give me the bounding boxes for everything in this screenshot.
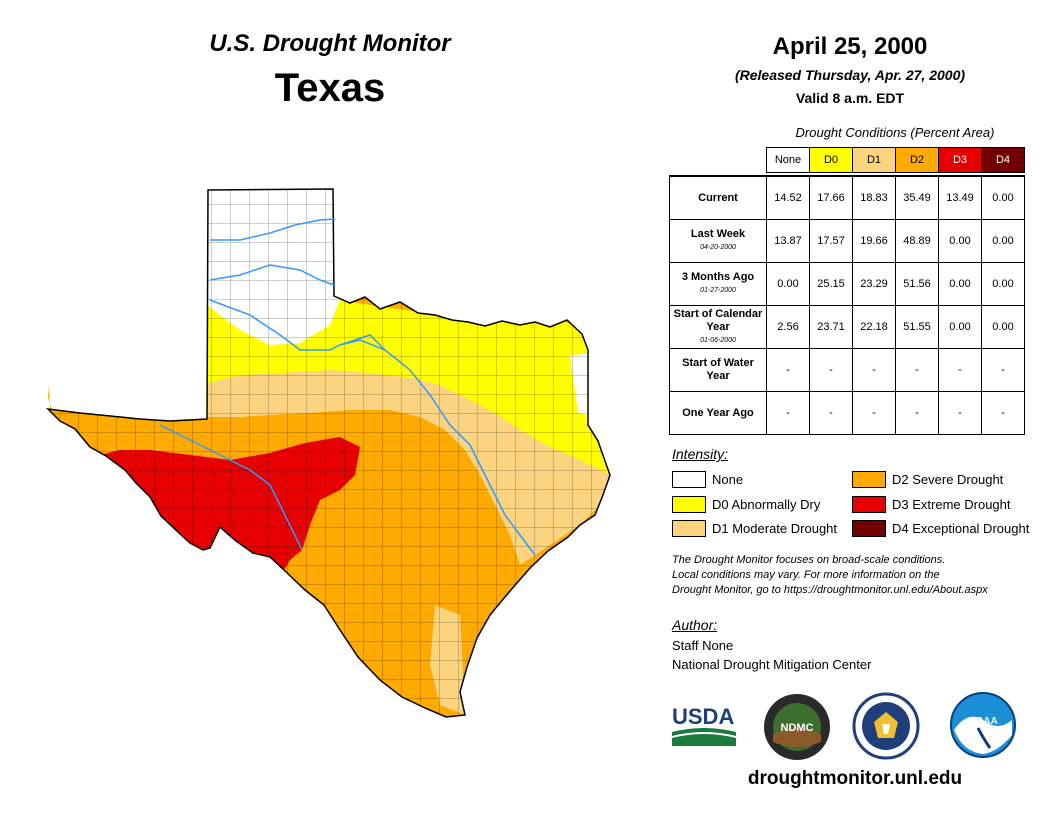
table-caption: Drought Conditions (Percent Area) bbox=[795, 125, 995, 140]
svg-text:NOAA: NOAA bbox=[968, 716, 997, 727]
row-label: Current bbox=[669, 175, 767, 220]
legend-label: D1 Moderate Drought bbox=[712, 520, 838, 536]
texas-drought-map bbox=[45, 188, 611, 718]
legend-label: None bbox=[712, 471, 744, 487]
legend-item-d1: D1 Moderate Drought bbox=[672, 519, 837, 537]
cell: 0.00 bbox=[938, 219, 982, 263]
noaa-logo-icon: NOAA bbox=[950, 692, 1016, 758]
note-line: Drought Monitor, go to https://droughtmo… bbox=[672, 584, 988, 596]
table-row: Start of Calendar Year 01-06-2000 2.56 23… bbox=[669, 305, 1025, 349]
valid-time: Valid 8 a.m. EDT bbox=[795, 90, 905, 106]
cell: 23.29 bbox=[852, 262, 896, 306]
cell: 2.56 bbox=[766, 305, 810, 349]
map-date: April 25, 2000 bbox=[772, 33, 928, 60]
cell: - bbox=[981, 348, 1025, 392]
note-line: Local conditions may vary. For more info… bbox=[672, 569, 940, 581]
disclaimer-note: The Drought Monitor focuses on broad-sca… bbox=[672, 553, 1042, 598]
col-header-d1: D1 bbox=[852, 147, 896, 173]
note-line: The Drought Monitor focuses on broad-sca… bbox=[672, 554, 946, 566]
author-title: Author: bbox=[672, 617, 718, 633]
cell: 0.00 bbox=[766, 262, 810, 306]
row-label: Last Week 04-20-2000 bbox=[669, 219, 767, 263]
cell: - bbox=[938, 391, 982, 435]
cell: 22.18 bbox=[852, 305, 896, 349]
legend-title: Intensity: bbox=[672, 446, 729, 462]
legend-item-none: None bbox=[672, 470, 743, 488]
legend-swatch bbox=[852, 495, 886, 513]
author-org: National Drought Mitigation Center bbox=[672, 657, 872, 672]
cell: 35.49 bbox=[895, 175, 939, 220]
table-row: 3 Months Ago 01-27-2000 0.00 25.15 23.29 … bbox=[669, 262, 1025, 306]
cell: 0.00 bbox=[938, 305, 982, 349]
legend-label: D0 Abnormally Dry bbox=[712, 496, 821, 512]
legend-label: D2 Severe Drought bbox=[892, 471, 1004, 487]
cell: - bbox=[895, 391, 939, 435]
cell: 51.56 bbox=[895, 262, 939, 306]
cell: 0.00 bbox=[981, 219, 1025, 263]
svg-text:NDMC: NDMC bbox=[781, 722, 814, 734]
table-corner bbox=[670, 148, 767, 173]
release-date: (Released Thursday, Apr. 27, 2000) bbox=[734, 67, 966, 83]
col-header-d4: D4 bbox=[981, 147, 1025, 173]
legend-item-d3: D3 Extreme Drought bbox=[852, 495, 1011, 513]
legend-swatch bbox=[852, 519, 886, 537]
site-url-link[interactable]: droughtmonitor.unl.edu bbox=[747, 768, 963, 789]
ndmc-logo-icon: NDMC bbox=[764, 694, 830, 760]
cell: - bbox=[981, 391, 1025, 435]
legend-swatch bbox=[672, 519, 706, 537]
legend-label: D4 Exceptional Drought bbox=[892, 520, 1030, 536]
cell: 13.87 bbox=[766, 219, 810, 263]
legend-label: D3 Extreme Drought bbox=[892, 496, 1011, 512]
cell: 14.52 bbox=[766, 175, 810, 220]
row-label: 3 Months Ago 01-27-2000 bbox=[669, 262, 767, 306]
legend-swatch bbox=[852, 470, 886, 488]
table-row: One Year Ago - - - - - - bbox=[669, 391, 1025, 435]
col-header-none: None bbox=[766, 147, 810, 173]
cell: - bbox=[852, 391, 896, 435]
legend-item-d4: D4 Exceptional Drought bbox=[852, 519, 1029, 537]
table-row: Current 14.52 17.66 18.83 35.49 13.49 0.… bbox=[669, 175, 1025, 220]
cell: 25.15 bbox=[809, 262, 853, 306]
cell: - bbox=[852, 348, 896, 392]
cell: - bbox=[895, 348, 939, 392]
commerce-seal-icon bbox=[852, 692, 920, 760]
state-title: Texas bbox=[274, 66, 386, 110]
cell: 48.89 bbox=[895, 219, 939, 263]
cell: 0.00 bbox=[981, 305, 1025, 349]
cell: 19.66 bbox=[852, 219, 896, 263]
author-name: Staff None bbox=[672, 638, 734, 653]
table-row: Start of Water Year - - - - - - bbox=[669, 348, 1025, 392]
table-row: Last Week 04-20-2000 13.87 17.57 19.66 48… bbox=[669, 219, 1025, 263]
map-program-title: U.S. Drought Monitor bbox=[209, 30, 451, 57]
legend-swatch bbox=[672, 495, 706, 513]
usda-logo-icon: USDA bbox=[672, 704, 736, 746]
legend-item-d2: D2 Severe Drought bbox=[852, 470, 1003, 488]
cell: 18.83 bbox=[852, 175, 896, 220]
cell: - bbox=[809, 348, 853, 392]
cell: - bbox=[938, 348, 982, 392]
col-header-d3: D3 bbox=[938, 147, 982, 173]
col-header-d0: D0 bbox=[809, 147, 853, 173]
svg-text:USDA: USDA bbox=[672, 704, 734, 729]
row-label: Start of Calendar Year 01-06-2000 bbox=[669, 305, 767, 349]
cell: 13.49 bbox=[938, 175, 982, 220]
rivers bbox=[159, 218, 536, 556]
cell: 17.57 bbox=[809, 219, 853, 263]
cell: - bbox=[766, 391, 810, 435]
row-label: Start of Water Year bbox=[669, 348, 767, 392]
drought-conditions-table: None D0 D1 D2 D3 D4 Current 14.52 17.66 … bbox=[669, 147, 1025, 435]
cell: 23.71 bbox=[809, 305, 853, 349]
col-header-d2: D2 bbox=[895, 147, 939, 173]
cell: 17.66 bbox=[809, 175, 853, 220]
cell: 0.00 bbox=[981, 175, 1025, 220]
legend-item-d0: D0 Abnormally Dry bbox=[672, 495, 820, 513]
cell: 0.00 bbox=[981, 262, 1025, 306]
cell: 51.55 bbox=[895, 305, 939, 349]
row-label: One Year Ago bbox=[669, 391, 767, 435]
legend-swatch bbox=[672, 470, 706, 488]
cell: - bbox=[809, 391, 853, 435]
cell: 0.00 bbox=[938, 262, 982, 306]
cell: - bbox=[766, 348, 810, 392]
